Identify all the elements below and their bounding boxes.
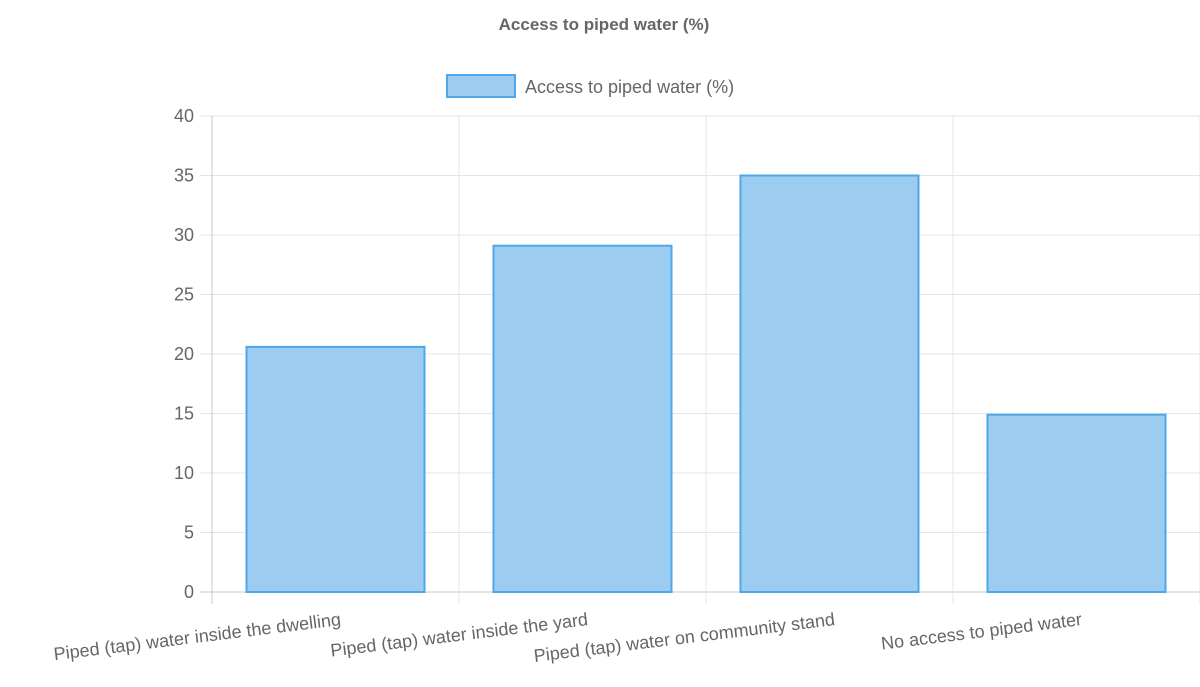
legend-swatch[interactable]: [446, 74, 516, 98]
y-tick-label: 5: [184, 523, 194, 543]
chart-title: Access to piped water (%): [499, 15, 710, 34]
legend[interactable]: Access to piped water (%): [446, 74, 734, 98]
x-axis-label: Piped (tap) water inside the dwelling: [53, 609, 342, 664]
bar-2: [739, 174, 920, 593]
y-tick-label: 30: [174, 225, 194, 245]
y-tick-label: 25: [174, 285, 194, 305]
y-tick-label: 40: [174, 106, 194, 126]
legend-label[interactable]: Access to piped water (%): [525, 77, 734, 97]
y-tick-label: 35: [174, 166, 194, 186]
bar-1: [492, 244, 673, 594]
bars: [245, 174, 1167, 594]
x-axis-label: No access to piped water: [880, 609, 1083, 653]
y-tick-label: 10: [174, 463, 194, 483]
y-tick-label: 20: [174, 344, 194, 364]
bar-3: [986, 413, 1167, 593]
bar-0: [245, 345, 426, 593]
y-tick-label: 0: [184, 582, 194, 602]
y-axis-ticks: 0 5 10 15 20 25 30 35 40: [174, 106, 194, 602]
y-tick-label: 15: [174, 404, 194, 424]
x-axis-labels: Piped (tap) water inside the dwellingPip…: [53, 609, 1083, 666]
